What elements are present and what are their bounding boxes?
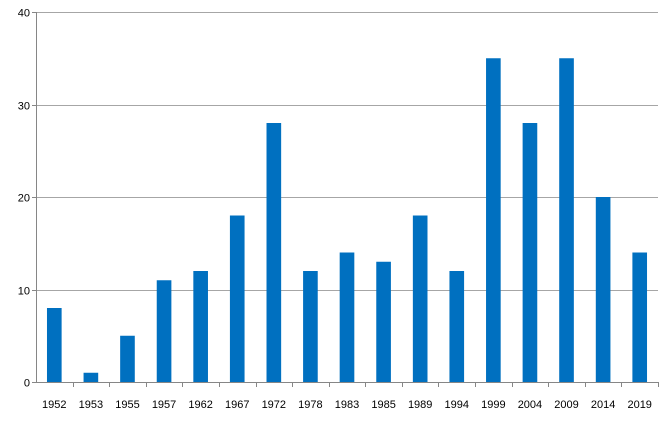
bar-1972 xyxy=(266,123,282,382)
axes xyxy=(32,12,659,387)
bar-1994 xyxy=(449,271,465,382)
y-tick-label-0: 0 xyxy=(24,378,30,390)
bar-1978 xyxy=(303,271,318,382)
x-tick-label-1957: 1957 xyxy=(152,399,176,411)
bar-2004 xyxy=(522,123,538,382)
bars xyxy=(46,58,648,382)
bar-1985 xyxy=(376,261,391,382)
bar-1967 xyxy=(229,215,245,382)
x-tick-label-1955: 1955 xyxy=(115,399,139,411)
x-tick-label-2004: 2004 xyxy=(518,399,542,411)
x-tick-label-2019: 2019 xyxy=(627,399,651,411)
x-tick-label-1967: 1967 xyxy=(225,399,249,411)
bar-1955 xyxy=(120,335,135,382)
x-tick-label-1972: 1972 xyxy=(262,399,286,411)
x-tick-label-1962: 1962 xyxy=(188,399,212,411)
y-tick-label-40: 40 xyxy=(18,8,30,20)
x-tick-label-1989: 1989 xyxy=(408,399,432,411)
y-tick-label-20: 20 xyxy=(18,193,30,205)
bar-1999 xyxy=(486,58,501,382)
bar-1989 xyxy=(412,215,428,382)
x-tick-label-1953: 1953 xyxy=(79,399,103,411)
x-tick-label-2014: 2014 xyxy=(591,399,615,411)
bar-1983 xyxy=(339,252,355,382)
x-tick-labels: 1952 1953 1955 1957 1962 1967 1972 1978 1983 1985… xyxy=(42,399,652,411)
y-tick-label-30: 30 xyxy=(18,101,30,113)
y-tick-label-10: 10 xyxy=(18,286,30,298)
x-tick-label-1983: 1983 xyxy=(335,399,359,411)
x-tick-label-1999: 1999 xyxy=(481,399,505,411)
x-tick-label-1985: 1985 xyxy=(371,399,395,411)
bar-2009 xyxy=(559,58,574,382)
bar-1952 xyxy=(46,308,62,382)
x-tick-label-2009: 2009 xyxy=(554,399,578,411)
x-tick-label-1978: 1978 xyxy=(298,399,322,411)
bar-2014 xyxy=(595,197,611,382)
bar-1957 xyxy=(156,280,172,382)
bar-1953 xyxy=(83,372,99,382)
bar-1962 xyxy=(193,271,208,382)
x-tick-label-1994: 1994 xyxy=(445,399,469,411)
y-tick-labels: 0 10 20 30 40 xyxy=(18,8,30,390)
x-tick-label-1952: 1952 xyxy=(42,399,66,411)
bar-2019 xyxy=(632,252,648,382)
